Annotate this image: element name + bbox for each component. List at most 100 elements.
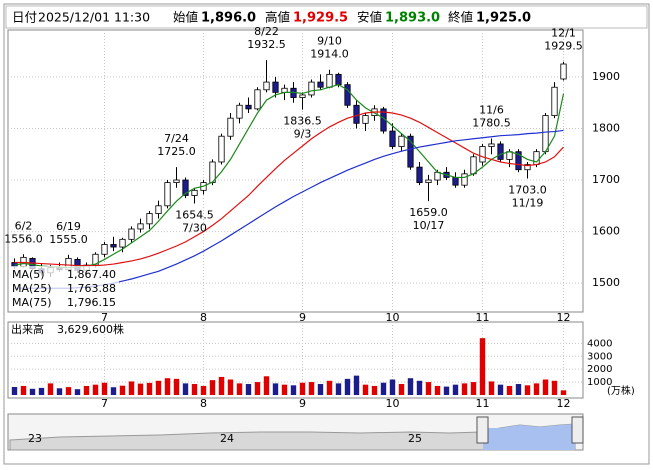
- volume-total: 3,629,600株: [57, 322, 124, 336]
- x-tick-label: 10: [386, 311, 400, 324]
- volume-bar: [551, 380, 558, 395]
- volume-bar: [110, 387, 117, 395]
- y-tick-label: 4000: [587, 338, 612, 349]
- date-label: 日付: [12, 10, 37, 25]
- legend-value: 1,763.88: [67, 282, 116, 295]
- navigator-label: 25: [408, 432, 422, 445]
- annotation-high: 8/22: [254, 25, 279, 38]
- volume-bar: [461, 383, 468, 395]
- volume-bar: [479, 338, 486, 395]
- candle-body: [245, 104, 252, 110]
- volume-bar: [290, 385, 297, 395]
- volume-bar: [353, 375, 360, 395]
- volume-bar: [164, 378, 171, 395]
- candle-body: [110, 244, 117, 248]
- volume-bar: [425, 382, 432, 395]
- candle-body: [281, 87, 288, 93]
- volume-bar: [524, 385, 531, 395]
- volume-bar: [47, 383, 54, 395]
- volume-bar: [497, 384, 504, 395]
- volume-bar: [335, 383, 342, 395]
- navigator-label: 23: [28, 432, 42, 445]
- volume-bar: [209, 380, 216, 395]
- annotation-high: 6/2: [15, 219, 33, 232]
- volume-bar: [542, 379, 549, 395]
- candle-body: [398, 135, 405, 147]
- legend-name: MA(5): [12, 268, 45, 281]
- close-label: 終値: [448, 10, 473, 25]
- candle-body: [146, 213, 153, 225]
- candle-body: [335, 73, 342, 86]
- x-tick-label: 11: [476, 397, 490, 410]
- candle-body: [155, 205, 162, 214]
- annotation-high: 1555.0: [49, 233, 88, 246]
- volume-bar: [146, 382, 153, 395]
- navigator-handle-left[interactable]: [476, 416, 489, 444]
- volume-bar: [173, 378, 180, 395]
- volume-bar: [137, 383, 144, 395]
- volume-title: 出来高: [11, 322, 44, 336]
- y-tick-label: 1900: [592, 70, 620, 83]
- volume-bar: [281, 384, 288, 395]
- x-tick-label: 12: [557, 397, 571, 410]
- candle-body: [389, 130, 396, 147]
- volume-bar: [488, 381, 495, 395]
- navigator-handle-right[interactable]: [571, 416, 584, 444]
- open: 1,896.0: [201, 11, 256, 26]
- volume-bar: [344, 378, 351, 395]
- x-tick-label: 10: [386, 397, 400, 410]
- candle-body: [227, 117, 234, 137]
- volume-bar: [380, 382, 387, 395]
- annotation-high: 1929.5: [544, 40, 583, 53]
- ma-line: [14, 84, 565, 269]
- candle-body: [461, 173, 468, 186]
- volume-bar: [182, 383, 189, 395]
- high: 1,929.5: [293, 11, 348, 26]
- candle-body: [362, 115, 369, 124]
- candle-body: [137, 223, 144, 230]
- x-tick-label: 7: [101, 397, 108, 410]
- volume-bar: [362, 384, 369, 395]
- annotation-high: 7/24: [164, 132, 189, 145]
- volume-bar: [236, 383, 243, 395]
- y-tick-label: 1800: [592, 121, 620, 134]
- candle-body: [344, 84, 351, 106]
- annotation-low: 1703.0: [508, 183, 547, 196]
- volume-bar: [326, 380, 333, 395]
- annotation-high: 1932.5: [247, 38, 286, 51]
- annotation-high: 12/1: [551, 27, 576, 40]
- candle-body: [254, 89, 261, 110]
- volume-bar: [533, 383, 540, 395]
- x-tick-label: 11: [476, 311, 490, 324]
- volume-bar: [92, 384, 99, 395]
- legend-name: MA(75): [12, 296, 52, 309]
- volume-bar: [218, 376, 225, 395]
- close: 1,925.0: [476, 11, 531, 26]
- volume-bar: [317, 384, 324, 395]
- candle-body: [173, 179, 180, 183]
- annotation-high: 1780.5: [472, 117, 511, 130]
- volume-bar: [515, 384, 522, 395]
- navigator-label: 24: [220, 432, 234, 445]
- annotation-high: 11/6: [479, 104, 504, 117]
- high-label: 高値: [265, 10, 290, 25]
- candle-body: [470, 156, 477, 175]
- candle-body: [101, 244, 108, 255]
- candle-body: [488, 143, 495, 147]
- annotation-low: 9/3: [294, 128, 312, 141]
- volume-bar: [191, 384, 198, 395]
- volume-bar: [245, 384, 252, 395]
- legend-name: MA(25): [12, 282, 52, 295]
- volume-bar: [119, 385, 126, 395]
- candle-body: [425, 179, 432, 183]
- candle-body: [182, 179, 189, 196]
- volume-bar: [389, 379, 396, 395]
- candle-body: [524, 164, 531, 171]
- volume-bar: [416, 380, 423, 395]
- volume-bar: [254, 382, 261, 395]
- low-label: 安値: [357, 10, 382, 25]
- volume-bar: [407, 378, 414, 395]
- volume-bar: [74, 389, 81, 395]
- volume-bar: [398, 384, 405, 395]
